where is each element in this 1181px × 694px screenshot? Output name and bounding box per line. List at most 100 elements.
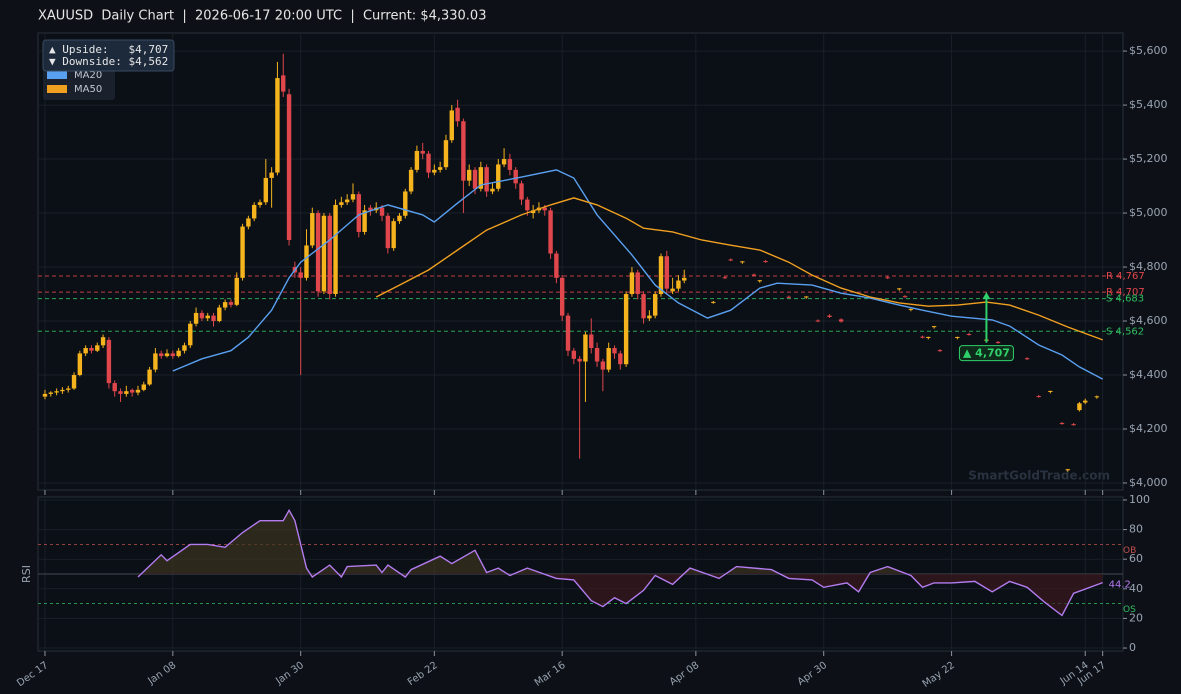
annotation-label: ▲ 4,707 — [963, 347, 1010, 360]
candle-body — [711, 301, 716, 303]
candle-body — [1094, 396, 1100, 398]
candle-body — [368, 207, 373, 211]
candle-body — [257, 202, 263, 205]
candle-body — [1077, 403, 1082, 411]
candle-body — [193, 312, 199, 324]
candle-body — [286, 94, 292, 241]
legend-swatch — [47, 71, 67, 79]
line-series — [375, 197, 1103, 341]
candle-body — [147, 369, 152, 385]
candle-body — [432, 169, 437, 173]
candle-body — [751, 274, 757, 276]
candle-body — [955, 336, 960, 338]
candle-body — [467, 169, 472, 181]
candle-body — [222, 302, 228, 308]
candle-body — [385, 215, 391, 249]
level-label: R 4,767 — [1106, 271, 1145, 282]
y-axis-label: RSI — [20, 565, 33, 583]
candle-body — [321, 215, 327, 292]
candle-body — [525, 199, 530, 211]
y-tick-label: 0 — [1129, 641, 1136, 654]
y-tick-label: $4,200 — [1129, 422, 1168, 435]
candle-body — [455, 107, 460, 122]
candle-body — [612, 348, 617, 354]
candle-body — [629, 272, 635, 295]
candle-body — [129, 389, 135, 393]
candle-body — [1065, 469, 1070, 471]
candle-body — [618, 353, 623, 365]
candle-body — [885, 277, 890, 279]
candle-body — [71, 375, 77, 389]
candle-body — [937, 350, 943, 352]
candle-body — [403, 191, 408, 216]
candle-body — [571, 350, 577, 359]
candle-body — [908, 308, 914, 310]
candle-body — [577, 358, 582, 362]
candle-body — [478, 167, 484, 189]
candle-body — [60, 389, 65, 392]
candle-body — [397, 215, 402, 222]
y-tick-label: 100 — [1129, 493, 1150, 506]
candle-body — [141, 384, 146, 390]
line-series — [137, 508, 1103, 617]
candle-body — [228, 302, 234, 305]
candle-body — [188, 323, 193, 346]
candle-body — [600, 361, 606, 370]
level-label: S 4,683 — [1106, 294, 1144, 305]
level-label: OB — [1123, 546, 1136, 556]
legend-label: MA20 — [74, 70, 102, 81]
legend: MA20 MA50 ▲ Upside: $4,707▼ Downside: $4,5… — [42, 39, 175, 100]
candle-body — [95, 345, 100, 351]
candle-body — [42, 393, 48, 397]
candle-body — [490, 188, 495, 192]
candle-body — [594, 348, 600, 362]
info-downside: ▼ Downside: $4,562 — [49, 55, 168, 68]
candle-body — [54, 391, 59, 393]
candle-body — [263, 177, 269, 203]
candle-body — [379, 207, 385, 216]
candle-body — [118, 391, 123, 394]
candle-body — [652, 294, 658, 316]
candle-body — [391, 221, 396, 249]
y-tick-label: $4,600 — [1129, 314, 1168, 327]
candle-body — [414, 150, 420, 170]
legend-label: MA50 — [74, 84, 102, 95]
candle-body — [589, 334, 594, 349]
y-tick-label: $5,200 — [1129, 152, 1168, 165]
candle-body — [217, 307, 222, 322]
candle-body — [269, 172, 274, 178]
candle-body — [926, 336, 931, 338]
candle-body — [281, 75, 286, 92]
candle-body — [838, 319, 844, 322]
line-series — [172, 169, 1104, 380]
candle-body — [658, 256, 664, 295]
candle-body — [199, 312, 205, 319]
level-label: S 4,562 — [1106, 326, 1144, 337]
candle-body — [623, 294, 629, 365]
candle-body — [676, 280, 681, 289]
candle-body — [897, 288, 902, 290]
candle-body — [804, 296, 809, 298]
chart-title: XAUUSD Daily Chart | 2026-06-17 20:00 UT… — [38, 9, 486, 24]
candle-body — [1024, 358, 1030, 360]
candle-body — [670, 288, 675, 292]
candle-body — [77, 353, 83, 376]
candle-body — [548, 210, 553, 254]
candle-body — [1083, 400, 1088, 403]
candle-body — [763, 261, 768, 263]
candle-body — [304, 245, 309, 278]
candle-body — [251, 204, 257, 219]
candle-body — [530, 210, 536, 214]
candle-body — [350, 194, 356, 200]
rsi-plot — [38, 497, 1123, 651]
info-box — [42, 39, 175, 72]
candle-body — [246, 218, 251, 227]
candle-body — [815, 320, 821, 322]
candle-body — [420, 150, 425, 154]
y-tick-label: $5,400 — [1129, 98, 1168, 111]
candle-body — [786, 296, 792, 298]
candle-body — [275, 78, 280, 173]
info-upside: ▲ Upside: $4,707 — [49, 43, 168, 56]
candle-body — [554, 253, 559, 278]
candle-body — [902, 296, 908, 298]
